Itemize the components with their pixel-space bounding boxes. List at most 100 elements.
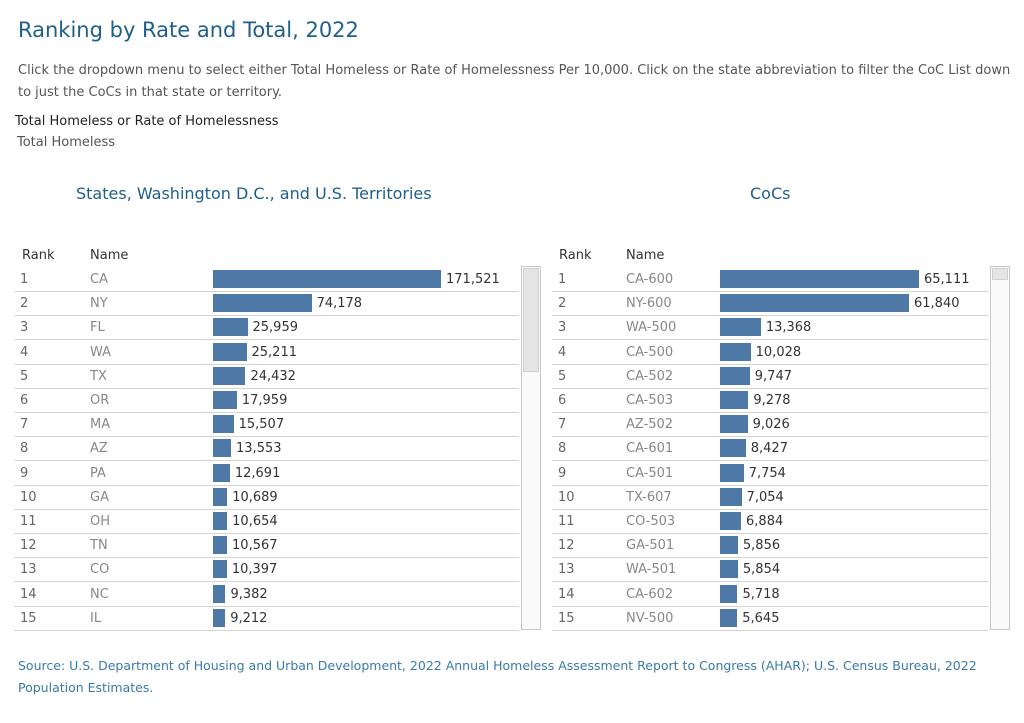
rank-cell: 13 bbox=[20, 562, 37, 578]
name-cell[interactable]: CO bbox=[90, 562, 110, 578]
table-row[interactable]: 10 TX-607 7,054 bbox=[552, 486, 988, 510]
cocs-ranking-table: Rank Name 1 CA-600 65,111 2 NY-600 61,840 3 WA-… bbox=[552, 244, 1012, 631]
value-bar bbox=[720, 342, 751, 361]
name-column-header: Name bbox=[626, 248, 665, 263]
value-label: 10,028 bbox=[755, 344, 802, 360]
name-cell[interactable]: CA-503 bbox=[626, 393, 674, 408]
name-cell[interactable]: CA-601 bbox=[626, 441, 674, 457]
page-title: Ranking by Rate and Total, 2022 bbox=[18, 18, 359, 42]
table-row[interactable]: 14 NC 9,382 bbox=[14, 583, 519, 607]
name-cell[interactable]: GA bbox=[90, 489, 109, 505]
name-cell[interactable]: CA-502 bbox=[626, 368, 674, 384]
table-row[interactable]: 11 CO-503 6,884 bbox=[552, 510, 988, 534]
name-cell[interactable]: CO-503 bbox=[626, 514, 676, 529]
table-row[interactable]: 6 CA-503 9,278 bbox=[552, 389, 988, 413]
rank-cell: 13 bbox=[558, 562, 575, 578]
rank-column-header: Rank bbox=[22, 248, 55, 263]
name-cell[interactable]: CA bbox=[90, 272, 108, 287]
name-cell[interactable]: TX-607 bbox=[626, 489, 672, 505]
table-row[interactable]: 8 CA-601 8,427 bbox=[552, 437, 988, 462]
states-scrollbar[interactable] bbox=[521, 266, 541, 630]
table-row[interactable]: 12 GA-501 5,856 bbox=[552, 534, 988, 559]
value-bar bbox=[213, 366, 246, 385]
rank-cell: 1 bbox=[20, 272, 29, 287]
table-row[interactable]: 6 OR 17,959 bbox=[14, 389, 519, 413]
table-row[interactable]: 13 WA-501 5,854 bbox=[552, 558, 988, 583]
cocs-scrollbar[interactable] bbox=[990, 266, 1010, 630]
name-cell[interactable]: NV-500 bbox=[626, 610, 674, 626]
value-bar bbox=[720, 391, 749, 409]
rank-cell: 15 bbox=[558, 610, 575, 626]
table-row[interactable]: 5 CA-502 9,747 bbox=[552, 365, 988, 389]
rank-cell: 4 bbox=[558, 344, 567, 360]
name-cell[interactable]: TN bbox=[90, 538, 108, 554]
value-bar bbox=[213, 294, 312, 313]
table-row[interactable]: 3 WA-500 13,368 bbox=[552, 316, 988, 341]
name-cell[interactable]: CA-501 bbox=[626, 465, 674, 481]
table-row[interactable]: 8 AZ 13,553 bbox=[14, 437, 519, 462]
value-label: 10,654 bbox=[232, 514, 278, 529]
name-cell[interactable]: TX bbox=[90, 368, 107, 384]
value-bar bbox=[720, 512, 742, 530]
table-row[interactable]: 11 OH 10,654 bbox=[14, 510, 519, 534]
table-row[interactable]: 2 NY-600 61,840 bbox=[552, 292, 988, 317]
value-bar bbox=[720, 415, 748, 434]
rank-cell: 14 bbox=[20, 586, 37, 602]
table-row[interactable]: 7 MA 15,507 bbox=[14, 413, 519, 438]
value-label: 6,884 bbox=[746, 514, 784, 529]
name-cell[interactable]: AZ-502 bbox=[626, 417, 674, 433]
name-cell[interactable]: NC bbox=[90, 586, 109, 602]
name-cell[interactable]: CA-602 bbox=[626, 586, 674, 602]
table-row[interactable]: 12 TN 10,567 bbox=[14, 534, 519, 559]
measure-dropdown[interactable]: Total Homeless bbox=[17, 135, 116, 150]
table-row[interactable]: 5 TX 24,432 bbox=[14, 365, 519, 389]
value-label: 8,427 bbox=[750, 441, 788, 457]
name-cell[interactable]: CA-500 bbox=[626, 344, 674, 360]
rank-cell: 7 bbox=[558, 417, 567, 433]
table-row[interactable]: 9 PA 12,691 bbox=[14, 462, 519, 486]
name-cell[interactable]: IL bbox=[90, 610, 102, 626]
name-cell[interactable]: WA-500 bbox=[626, 320, 677, 336]
cocs-scrollbar-thumb[interactable] bbox=[992, 268, 1008, 280]
value-label: 9,747 bbox=[754, 368, 792, 384]
name-cell[interactable]: WA-501 bbox=[626, 562, 677, 578]
value-bar bbox=[720, 487, 742, 506]
rank-cell: 15 bbox=[20, 610, 37, 626]
table-row[interactable]: 2 NY 74,178 bbox=[14, 292, 519, 317]
value-bar bbox=[213, 415, 234, 434]
name-cell[interactable]: GA-501 bbox=[626, 538, 675, 554]
name-cell[interactable]: OH bbox=[90, 514, 111, 529]
table-row[interactable]: 1 CA 171,521 bbox=[14, 268, 519, 292]
table-row[interactable]: 3 FL 25,959 bbox=[14, 316, 519, 341]
name-cell[interactable]: FL bbox=[90, 320, 105, 336]
name-cell[interactable]: NY bbox=[90, 296, 108, 312]
rank-cell: 11 bbox=[20, 514, 37, 529]
value-label: 5,854 bbox=[742, 562, 781, 578]
table-row[interactable]: 13 CO 10,397 bbox=[14, 558, 519, 583]
rank-cell: 5 bbox=[558, 368, 567, 384]
filter-label: Total Homeless or Rate of Homelessness bbox=[15, 114, 279, 129]
value-bar bbox=[213, 342, 247, 361]
name-cell[interactable]: MA bbox=[90, 417, 111, 433]
table-row[interactable]: 4 WA 25,211 bbox=[14, 341, 519, 365]
table-row[interactable]: 9 CA-501 7,754 bbox=[552, 462, 988, 486]
source-note: Source: U.S. Department of Housing and U… bbox=[18, 658, 977, 695]
name-cell[interactable]: PA bbox=[90, 465, 106, 481]
table-row[interactable]: 7 AZ-502 9,026 bbox=[552, 413, 988, 438]
value-bar bbox=[720, 439, 746, 458]
table-row[interactable]: 4 CA-500 10,028 bbox=[552, 341, 988, 365]
states-scrollbar-thumb[interactable] bbox=[523, 268, 539, 372]
table-row[interactable]: 15 IL 9,212 bbox=[14, 607, 519, 631]
name-cell[interactable]: OR bbox=[90, 393, 110, 408]
name-cell[interactable]: WA bbox=[90, 344, 112, 360]
table-row[interactable]: 14 CA-602 5,718 bbox=[552, 583, 988, 607]
name-cell[interactable]: CA-600 bbox=[626, 272, 674, 287]
value-label: 10,397 bbox=[231, 562, 278, 578]
name-cell[interactable]: NY-600 bbox=[626, 296, 672, 312]
table-row[interactable]: 1 CA-600 65,111 bbox=[552, 268, 988, 292]
value-bar bbox=[213, 439, 232, 458]
table-row[interactable]: 10 GA 10,689 bbox=[14, 486, 519, 510]
table-row[interactable]: 15 NV-500 5,645 bbox=[552, 607, 988, 631]
name-cell[interactable]: AZ bbox=[90, 441, 108, 457]
rank-cell: 4 bbox=[20, 344, 29, 360]
